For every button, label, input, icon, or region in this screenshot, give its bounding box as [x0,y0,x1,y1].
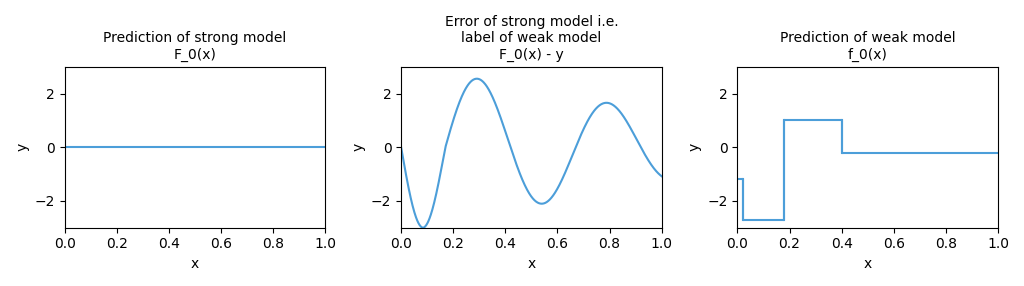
X-axis label: x: x [527,257,536,271]
X-axis label: x: x [863,257,871,271]
Title: Error of strong model i.e.
label of weak model
F_0(x) - y: Error of strong model i.e. label of weak… [444,15,618,61]
Title: Prediction of weak model
f_0(x): Prediction of weak model f_0(x) [780,31,955,61]
Y-axis label: y: y [351,143,366,151]
Y-axis label: y: y [688,143,701,151]
Title: Prediction of strong model
F_0(x): Prediction of strong model F_0(x) [103,31,287,61]
X-axis label: x: x [190,257,200,271]
Y-axis label: y: y [15,143,29,151]
